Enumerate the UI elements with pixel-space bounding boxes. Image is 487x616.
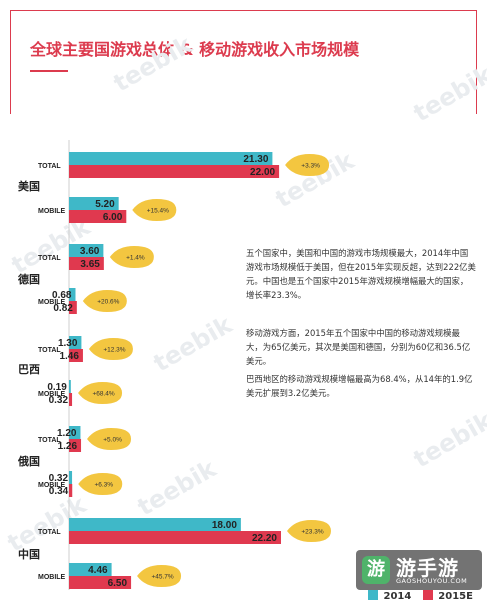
description-paragraph-2: 移动游戏方面，2015年五个国家中中国的移动游戏规模最大，为65亿美元，其次是美… [246,328,471,366]
bar-2015 [69,257,104,270]
bar-2014 [69,244,104,257]
brand-name: 游手游 [396,556,459,580]
growth-label: +6.3% [94,482,113,489]
legend-label-2014: 2014 [383,591,412,602]
country-label: 巴西 [18,363,40,376]
bar-2014 [69,336,82,349]
bar-2015 [69,484,73,497]
brand-site: GAOSHOUYOU.COM [396,577,468,585]
value-label-2015: 0.34 [49,486,69,497]
value-label-2015: 1.26 [58,441,78,452]
bar-2015 [69,393,73,406]
bar-2014 [69,471,73,484]
growth-label: +5.0% [103,437,122,444]
value-label-2014: 3.60 [80,246,100,257]
growth-bubble [78,473,123,495]
legend-swatch-2014 [368,590,378,600]
row-label: MOBILE [38,391,66,398]
growth-label: +1.4% [126,255,145,262]
value-label-2014: 0.68 [52,290,72,301]
legend-item-2015: 2015E [422,590,473,602]
bar-2014 [69,380,71,393]
growth-bubble [109,246,154,268]
brand-logo-icon: 游 [362,556,390,584]
legend-label-2015: 2015E [438,591,473,602]
bar-2014 [69,563,112,576]
growth-label: +12.3% [103,347,125,354]
bar-2014 [69,288,76,301]
row-label: TOTAL [38,437,61,444]
growth-bubble [87,428,132,450]
growth-label: +23.3% [301,529,323,536]
brand-badge: 游 游手游 GAOSHOUYOU.COM [356,550,482,590]
bar-2015 [69,439,82,452]
value-label-2014: 0.19 [47,382,67,393]
value-label-2015: 22.20 [252,533,277,544]
value-label-2015: 1.46 [59,351,79,362]
chart-legend: 2014 2015E [368,590,481,602]
growth-label: +20.6% [97,299,119,306]
bar-2014 [69,152,273,165]
value-label-2014: 0.32 [49,473,69,484]
row-label: MOBILE [38,208,66,215]
value-label-2015: 0.82 [53,303,73,314]
bar-2015 [69,349,83,362]
row-label: TOTAL [38,255,61,262]
bar-2014 [69,197,119,210]
row-label: TOTAL [38,163,61,170]
value-label-2015: 0.32 [49,395,69,406]
value-label-2015: 22.00 [250,167,275,178]
growth-bubble [82,290,127,312]
bar-2015 [69,531,281,544]
growth-bubble [137,565,182,587]
value-label-2015: 6.50 [108,578,128,589]
country-label: 美国 [18,179,40,193]
row-label: MOBILE [38,574,66,581]
bar-2015 [69,165,280,178]
header-frame [10,10,477,114]
country-label: 中国 [18,547,40,561]
value-label-2014: 1.30 [58,338,78,349]
growth-bubble [285,154,330,176]
country-label: 俄国 [17,454,40,468]
growth-label: +15.4% [147,208,169,215]
value-label-2015: 6.00 [103,212,123,223]
value-label-2014: 18.00 [212,520,237,531]
row-label: MOBILE [38,299,66,306]
page-title: 全球主要国游戏总体 & 移动游戏收入市场规模 [30,40,360,59]
country-label: 德国 [17,272,40,286]
bar-2014 [69,518,241,531]
description-paragraph-1: 五个国家中，美国和中国的游戏市场规模最大，2014年中国游戏市场规模低于美国，但… [246,248,476,300]
bar-2015 [69,301,77,314]
value-label-2015: 3.65 [80,259,100,270]
legend-item-2014: 2014 [368,590,415,602]
value-label-2014: 21.30 [243,154,268,165]
bar-2015 [69,210,127,223]
legend-swatch-2015 [422,590,433,600]
growth-label: +45.7% [151,574,173,581]
title-underline [30,70,68,72]
bar-2015 [69,576,132,589]
growth-bubble [78,382,123,404]
growth-bubble [88,338,133,360]
value-label-2014: 1.20 [57,428,77,439]
value-label-2014: 5.20 [95,199,115,210]
growth-label: +3.3% [301,163,320,170]
value-label-2014: 4.46 [88,565,108,576]
growth-bubble [132,199,177,221]
bar-2014 [69,426,81,439]
description-paragraph-3: 巴西地区的移动游戏规模增幅最高为68.4%，从14年的1.9亿美元扩展到3.2亿… [246,374,473,398]
row-label: MOBILE [38,482,66,489]
row-label: TOTAL [38,347,61,354]
row-label: TOTAL [38,529,61,536]
growth-label: +68.4% [92,391,114,398]
growth-bubble [287,520,331,542]
